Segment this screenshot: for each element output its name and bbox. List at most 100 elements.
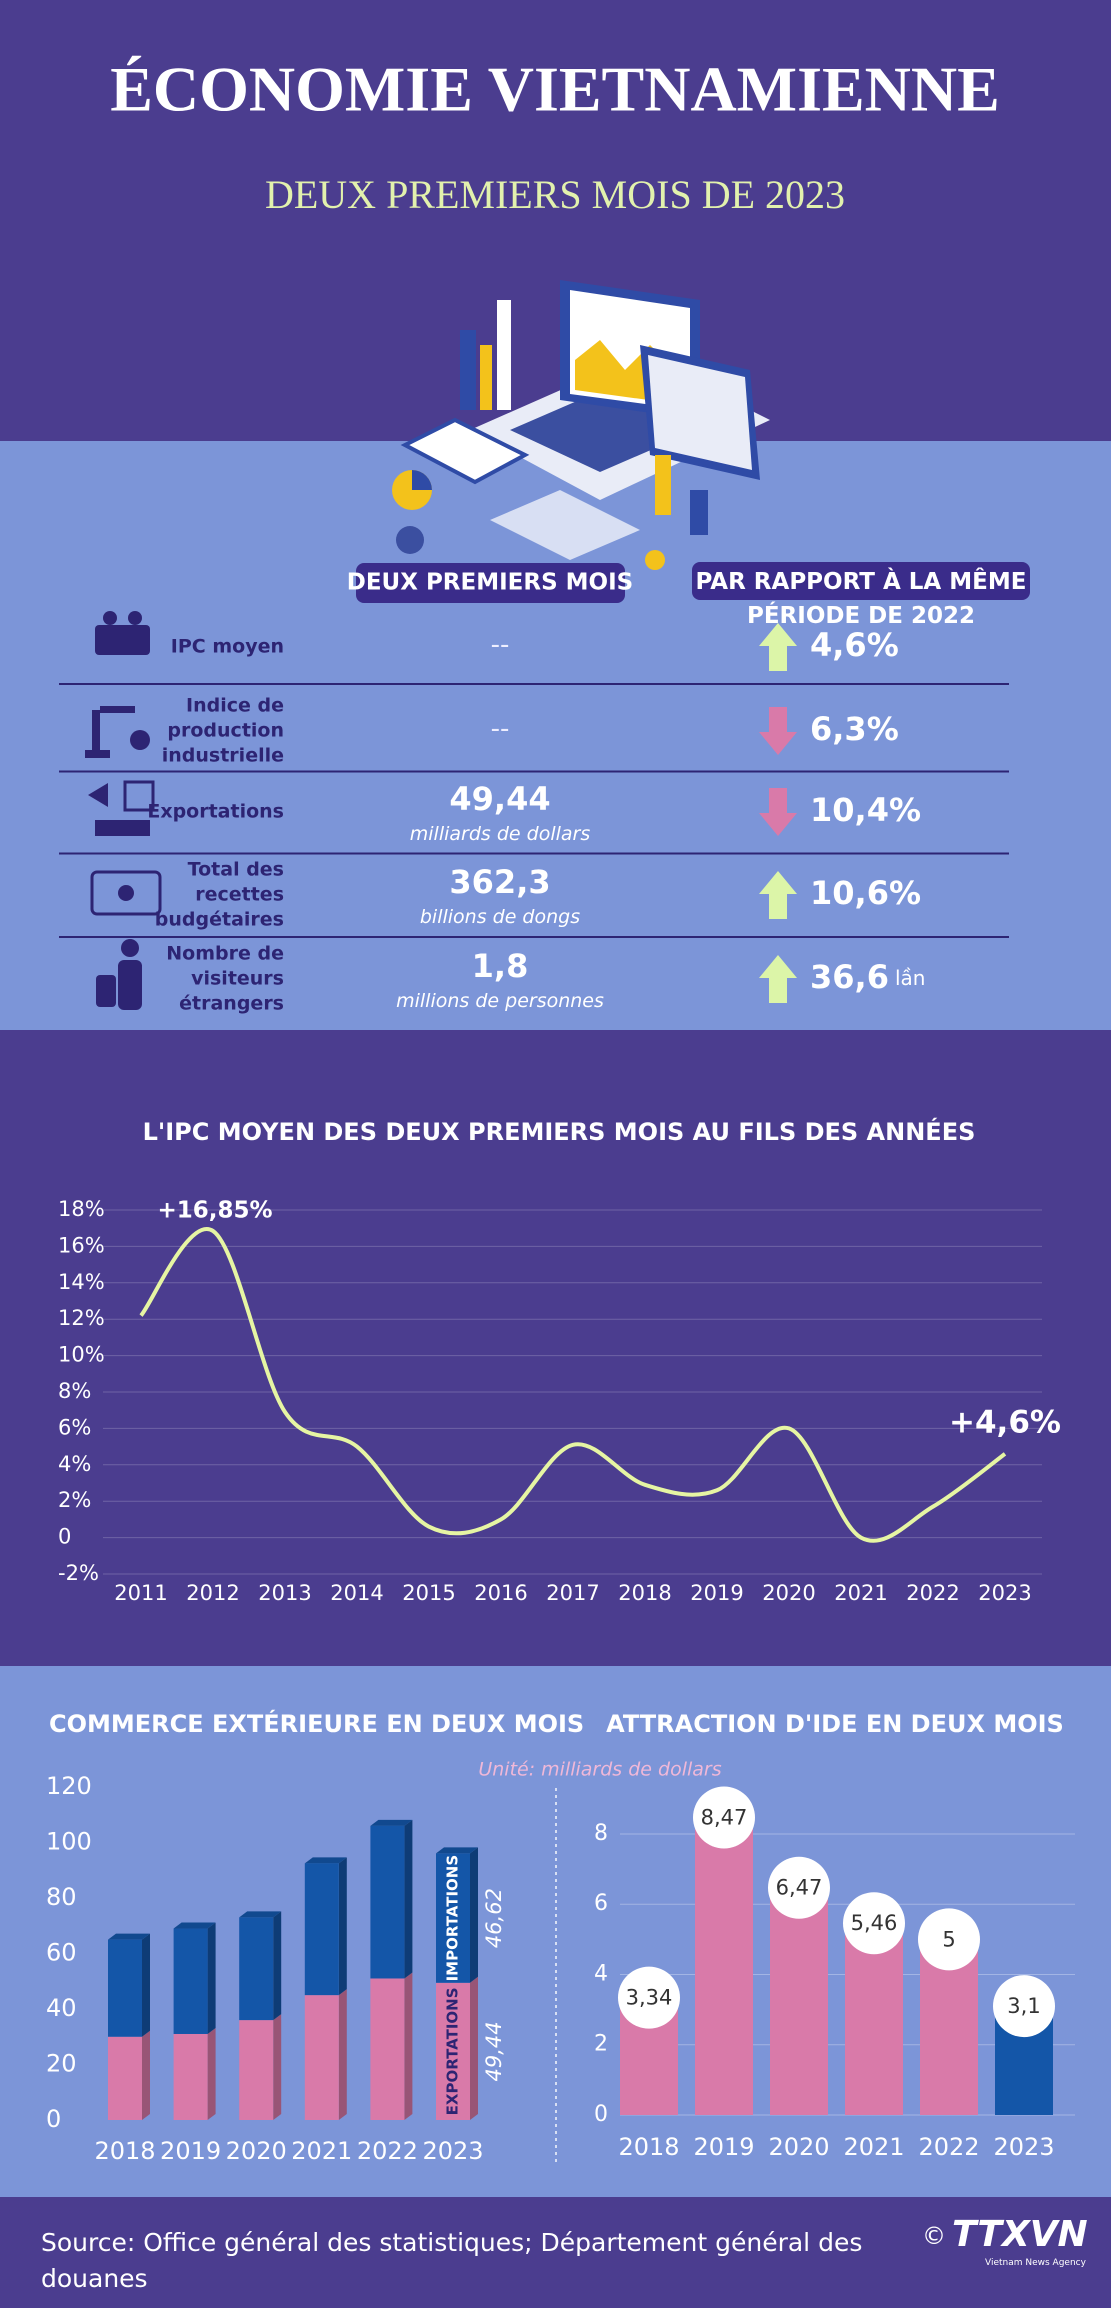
y-tick-label: 6 [594,1891,608,1916]
data-label: 46,62 [482,1888,506,1948]
row-label: Total des recettes budgétaires [154,858,284,931]
y-tick-label: 12% [58,1306,105,1330]
x-tick-label: 2018 [618,1581,671,1605]
bar-side [338,1857,347,1996]
change-suffix: lần [895,966,926,990]
y-tick-label: 10% [58,1343,105,1367]
unit-note: Unité: milliards de dollars [478,1759,721,1781]
change-value: 10,6% [810,874,921,912]
change-value: 4,6% [810,626,899,664]
row-icons [85,611,162,1010]
bar-segment [173,1928,208,2034]
y-tick-label: 14% [58,1270,105,1294]
arrow [759,623,797,671]
row-value: -- [490,630,510,660]
x-tick-label: 2022 [357,2137,418,2165]
x-tick-label: 2022 [918,2133,979,2161]
arrow [759,707,797,755]
change-value: 6,3% [810,710,899,748]
data-label: +4,6% [949,1404,1061,1440]
y-tick-label: 20 [46,2050,77,2078]
label-bubble [843,1892,905,1955]
subtitle: DEUX PREMIERS MOIS DE 2023 [265,172,845,217]
bar-segment [370,1825,405,1979]
y-tick-label: 4% [58,1452,91,1476]
data-label: 3,34 [626,1986,673,2010]
row-label: Exportations [147,800,284,823]
bar [770,1887,828,2115]
y-tick-label: 8 [594,1821,608,1846]
y-tick-label: 2 [594,2032,608,2057]
bar-segment [304,1863,339,1996]
row-change: 10,4% [810,791,921,829]
label-bubble [993,1975,1055,2038]
bar-segment [239,2020,274,2120]
bar [845,1923,903,2115]
x-tick-label: 2014 [330,1581,383,1605]
x-tick-label: 2018 [94,2137,155,2165]
bar-top [304,1857,347,1864]
row-label: Indice de production industrielle [161,694,284,767]
label-bubble [918,1908,980,1971]
bar-top [370,1819,413,1826]
bar-side [404,1819,413,1979]
bar-side [404,1972,413,2120]
footer-band [0,2197,1111,2308]
x-tick-label: 2013 [258,1581,311,1605]
x-tick-label: 2021 [834,1581,887,1605]
x-tick-label: 2017 [546,1581,599,1605]
data-label: 3,1 [1007,1994,1040,2018]
chart-title: L'IPC MOYEN DES DEUX PREMIERS MOIS AU FI… [143,1117,976,1146]
row-change: 4,6% [810,626,899,664]
data-label: 5 [942,1927,955,1951]
bar-top [173,1922,216,1929]
label-bubble [618,1966,680,2029]
bar-segment [436,1982,470,2120]
y-tick-label: 4 [594,1961,608,1986]
chart-title: ATTRACTION D'IDE EN DEUX MOIS [606,1710,1064,1738]
bar-top [436,1847,478,1854]
bar [695,1817,753,2115]
arrow [759,871,797,919]
row-change: 6,3% [810,710,899,748]
logo: TTXVN [952,2214,1088,2255]
bar-side [207,1922,216,2034]
copyright: © [922,2222,946,2250]
bar-segment [173,2033,208,2120]
label-bubble [768,1856,830,1919]
series-name: EXPORTATIONS [444,1987,462,2115]
row-unit: millions de personnes [396,990,604,1012]
x-tick-label: 2023 [422,2137,483,2165]
data-label: 49,44 [482,2021,506,2081]
x-tick-label: 2019 [690,1581,743,1605]
x-tick-label: 2018 [618,2133,679,2161]
y-tick-label: 0 [46,2105,61,2133]
bar-segment [108,2036,142,2120]
y-tick-label: 8% [58,1379,91,1403]
row-value: 49,44 [449,780,551,818]
series-name: IMPORTATIONS [444,1855,462,1982]
x-tick-label: 2011 [114,1581,167,1605]
x-tick-label: 2012 [186,1581,239,1605]
header-band [0,0,1111,441]
column-pill [356,563,625,603]
bar-side [273,1911,282,2021]
bar-side [207,2027,216,2120]
x-tick-label: 2023 [978,1581,1031,1605]
bar-segment [370,1978,405,2120]
bar-segment [239,1917,274,2021]
bar-segment [304,1995,339,2120]
y-tick-label: 100 [46,1828,92,1856]
data-label: 6,47 [776,1876,823,1900]
y-tick-label: 0 [594,2102,608,2127]
bar-side [142,2030,150,2120]
change-value: 36,6 [810,958,889,996]
bar-segment [436,1853,470,1983]
x-tick-label: 2020 [226,2137,287,2165]
x-tick-label: 2020 [762,1581,815,1605]
x-tick-label: 2016 [474,1581,527,1605]
x-tick-label: 2022 [906,1581,959,1605]
column-header: DEUX PREMIERS MOIS [347,570,634,596]
illustration [392,280,770,570]
